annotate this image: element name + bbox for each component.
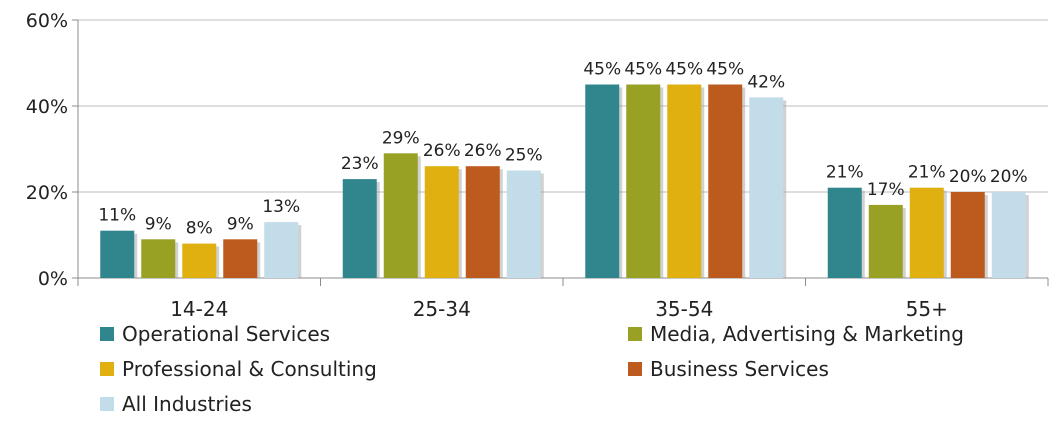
bar — [585, 84, 620, 278]
data-label: 21% — [826, 163, 864, 183]
data-label: 9% — [145, 214, 172, 234]
bar — [223, 239, 258, 278]
bar — [708, 84, 743, 278]
bar — [424, 166, 459, 278]
data-label: 45% — [706, 60, 744, 80]
data-label: 11% — [98, 206, 136, 226]
bar — [626, 84, 661, 278]
bar — [506, 170, 541, 278]
bar — [383, 153, 418, 278]
x-tick-label: 25-34 — [413, 297, 471, 321]
bar — [991, 192, 1026, 278]
data-label: 13% — [262, 197, 300, 217]
bar — [827, 187, 862, 278]
bar — [182, 243, 217, 278]
y-tick-label: 40% — [26, 96, 68, 118]
data-label: 20% — [949, 167, 987, 187]
data-label: 17% — [867, 180, 905, 200]
data-label: 25% — [505, 146, 543, 166]
bar — [909, 187, 944, 278]
bar — [950, 192, 985, 278]
x-tick-label: 35-54 — [655, 297, 713, 321]
bar — [667, 84, 702, 278]
data-label: 29% — [382, 128, 420, 148]
bar — [868, 204, 903, 278]
y-tick-label: 20% — [26, 182, 68, 204]
data-label: 21% — [908, 163, 946, 183]
bar — [342, 179, 377, 278]
data-label: 45% — [665, 60, 703, 80]
data-label: 8% — [186, 219, 213, 239]
bar — [100, 230, 135, 278]
x-tick-label: 55+ — [906, 297, 948, 321]
data-label: 26% — [464, 141, 502, 161]
data-label: 20% — [990, 167, 1028, 187]
data-label: 23% — [341, 154, 379, 174]
data-label: 42% — [747, 72, 785, 92]
data-label: 45% — [624, 60, 662, 80]
data-label: 45% — [583, 60, 621, 80]
y-tick-label: 60% — [26, 10, 68, 32]
bar — [749, 97, 784, 279]
bar — [141, 239, 176, 278]
bar — [264, 222, 299, 278]
data-label: 26% — [423, 141, 461, 161]
x-tick-label: 14-24 — [170, 297, 228, 321]
y-tick-label: 0% — [38, 268, 68, 290]
data-label: 9% — [227, 214, 254, 234]
bar — [465, 166, 500, 278]
